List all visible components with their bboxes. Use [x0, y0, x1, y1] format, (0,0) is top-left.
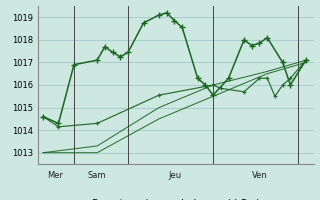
Text: Pression niveau de la mer( hPa ): Pression niveau de la mer( hPa )	[92, 199, 260, 200]
Text: Mer: Mer	[47, 171, 63, 180]
Text: Jeu: Jeu	[168, 171, 181, 180]
Text: Ven: Ven	[252, 171, 268, 180]
Text: Sam: Sam	[88, 171, 107, 180]
